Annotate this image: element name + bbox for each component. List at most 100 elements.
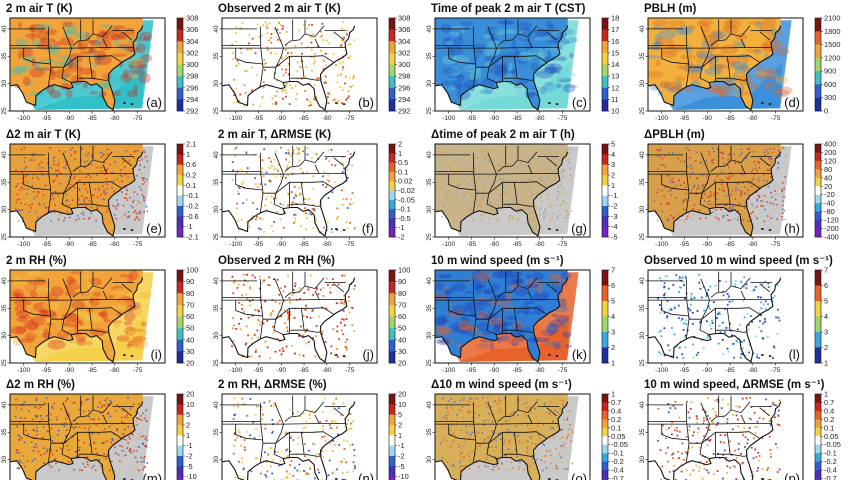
colorbar-tick-label: 302 [186,48,198,57]
grid-cell [451,160,454,163]
station-dot [264,21,267,23]
grid-cell [85,426,88,429]
station-dot [313,208,315,211]
grid-cell [92,437,95,440]
grid-cell [115,217,118,220]
field-blotch [94,67,108,77]
station-dot [234,148,236,150]
island [335,478,338,480]
grid-cell [527,207,530,210]
grid-cell [752,150,755,153]
station-dot [287,318,290,321]
station-dot [760,307,763,310]
grid-cell [441,178,444,180]
grid-cell [135,466,137,468]
grid-cell [141,158,143,160]
field-blotch [507,79,516,84]
grid-cell [781,193,784,195]
station-dot [287,174,289,176]
grid-cell [58,150,61,152]
field-blotch [544,81,554,86]
grid-cell [656,148,658,151]
grid-cell [456,188,458,191]
grid-cell [679,182,682,185]
grid-cell [737,181,740,183]
panel-label: (g) [571,221,587,236]
grid-cell [485,185,487,187]
colorbar-tick-label: 7 [824,266,828,275]
station-dot [346,440,349,443]
grid-cell [496,403,498,405]
station-dot [333,444,336,447]
station-dot [289,437,292,439]
station-dot [297,436,300,439]
field-blotch [460,50,470,59]
station-dot [246,430,248,433]
field-blotch [113,25,126,30]
grid-cell [684,198,687,200]
colorbar-segment [177,414,183,426]
field-blotch [498,322,503,330]
grid-cell [497,458,499,461]
colorbar-segment [815,332,821,348]
grid-cell [757,180,760,182]
grid-cell [111,171,114,174]
state-border [61,152,72,209]
grid-cell [53,179,56,182]
grid-cell [87,463,89,466]
grid-cell [112,204,114,207]
station-dot [310,41,313,44]
grid-cell [784,147,787,150]
station-dot [690,295,693,297]
panel-label: (n) [358,471,374,480]
station-dot [293,186,296,188]
island [768,103,772,105]
state-border [300,432,305,455]
grid-cell [731,189,734,192]
grid-cell [100,466,103,468]
grid-cell [540,196,542,198]
state-border [121,31,132,41]
grid-cell [557,196,559,199]
field-blotch [129,328,146,332]
grid-cell [114,205,117,208]
station-dot [349,43,352,46]
grid-cell [76,156,78,158]
grid-cell [93,435,95,437]
grid-cell [569,167,572,170]
grid-cell [144,438,146,440]
station-dot [346,207,349,209]
grid-cell [80,166,83,169]
station-dot [341,472,344,474]
grid-cell [484,165,487,167]
station-dot [233,324,235,327]
grid-cell [443,151,445,154]
grid-cell [535,193,537,195]
grid-cell [738,203,741,205]
grid-cell [699,219,701,221]
grid-cell [750,212,753,215]
state-border [486,26,497,83]
grid-cell [728,187,730,189]
grid-cell [472,219,474,221]
grid-cell [103,441,105,444]
station-dot [278,22,280,24]
field-blotch [447,30,465,37]
field-blotch [450,322,466,333]
station-dot [273,402,276,405]
grid-cell [554,151,556,153]
grid-cell [82,463,84,465]
station-dot [242,181,245,184]
grid-cell [134,456,137,459]
station-dot [304,90,306,92]
grid-cell [467,199,469,202]
grid-cell [693,184,696,186]
grid-cell [461,451,463,453]
colorbar-segment [815,169,821,179]
field-blotch [15,310,30,319]
station-dot [264,451,266,454]
grid-cell [547,176,550,179]
grid-cell [135,446,137,448]
grid-cell [723,190,726,192]
station-dot [268,284,271,286]
